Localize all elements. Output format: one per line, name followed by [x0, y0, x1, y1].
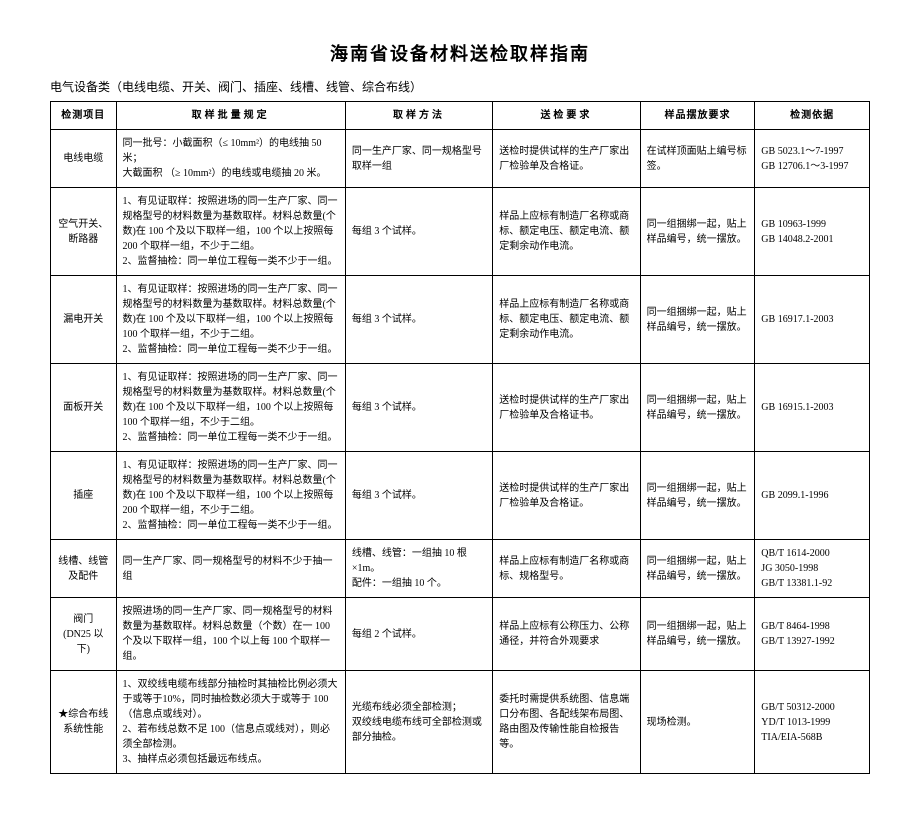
- cell-basis: GB/T 50312-2000 YD/T 1013-1999 TIA/EIA-5…: [755, 671, 870, 774]
- cell-batch: 按照进场的同一生产厂家、同一规格型号的材料数量为基数取样。材料总数量（个数）在一…: [116, 598, 345, 671]
- cell-req: 委托时需提供系统图、信息端口分布图、各配线架布局图、路由图及传输性能自检报告等。: [493, 671, 640, 774]
- cell-item: ★综合布线 系统性能: [51, 671, 117, 774]
- table-row: 面板开关1、有见证取样：按照进场的同一生产厂家、同一规格型号的材料数量为基数取样…: [51, 364, 870, 452]
- cell-place: 现场检测。: [640, 671, 755, 774]
- table-row: ★综合布线 系统性能1、双绞线电缆布线部分抽检时其抽检比例必须大于或等于10%，…: [51, 671, 870, 774]
- page-subtitle: 电气设备类（电线电缆、开关、阀门、插座、线槽、线管、综合布线）: [50, 78, 870, 95]
- cell-req: 样品上应标有制造厂名称或商标、规格型号。: [493, 540, 640, 598]
- cell-place: 同一组捆绑一起，贴上样品编号，统一摆放。: [640, 452, 755, 540]
- cell-item: 漏电开关: [51, 276, 117, 364]
- header-place: 样品摆放要求: [640, 102, 755, 130]
- cell-batch: 1、双绞线电缆布线部分抽检时其抽检比例必须大于或等于10%，同时抽检数必须大于或…: [116, 671, 345, 774]
- cell-batch: 1、有见证取样：按照进场的同一生产厂家、同一规格型号的材料数量为基数取样。材料总…: [116, 276, 345, 364]
- cell-place: 同一组捆绑一起，贴上样品编号，统一摆放。: [640, 598, 755, 671]
- page-title: 海南省设备材料送检取样指南: [50, 40, 870, 66]
- cell-req: 样品上应标有制造厂名称或商标、额定电压、额定电流、额定剩余动作电流。: [493, 276, 640, 364]
- cell-req: 样品上应标有公称压力、公称通径，并符合外观要求: [493, 598, 640, 671]
- cell-basis: GB 5023.1～7-1997 GB 12706.1～3-1997: [755, 130, 870, 188]
- cell-basis: GB 16917.1-2003: [755, 276, 870, 364]
- inspection-table: 检测项目 取样批量规定 取样方法 送检要求 样品摆放要求 检测依据 电线电缆同一…: [50, 101, 870, 774]
- cell-basis: GB 2099.1-1996: [755, 452, 870, 540]
- header-item: 检测项目: [51, 102, 117, 130]
- table-row: 插座1、有见证取样：按照进场的同一生产厂家、同一规格型号的材料数量为基数取样。材…: [51, 452, 870, 540]
- cell-place: 同一组捆绑一起，贴上样品编号，统一摆放。: [640, 364, 755, 452]
- cell-batch: 同一生产厂家、同一规格型号的材料不少于抽一组: [116, 540, 345, 598]
- cell-method: 每组 3 个试样。: [345, 364, 492, 452]
- table-header-row: 检测项目 取样批量规定 取样方法 送检要求 样品摆放要求 检测依据: [51, 102, 870, 130]
- cell-place: 同一组捆绑一起，贴上样品编号，统一摆放。: [640, 188, 755, 276]
- cell-item: 插座: [51, 452, 117, 540]
- table-row: 阀门 (DN25 以下)按照进场的同一生产厂家、同一规格型号的材料数量为基数取样…: [51, 598, 870, 671]
- table-row: 线槽、线管 及配件同一生产厂家、同一规格型号的材料不少于抽一组线槽、线管：一组抽…: [51, 540, 870, 598]
- table-row: 漏电开关1、有见证取样：按照进场的同一生产厂家、同一规格型号的材料数量为基数取样…: [51, 276, 870, 364]
- cell-req: 送检时提供试样的生产厂家出厂检验单及合格证。: [493, 452, 640, 540]
- table-row: 空气开关、 断路器1、有见证取样：按照进场的同一生产厂家、同一规格型号的材料数量…: [51, 188, 870, 276]
- cell-item: 电线电缆: [51, 130, 117, 188]
- cell-item: 面板开关: [51, 364, 117, 452]
- cell-method: 同一生产厂家、同一规格型号取样一组: [345, 130, 492, 188]
- cell-batch: 1、有见证取样：按照进场的同一生产厂家、同一规格型号的材料数量为基数取样。材料总…: [116, 364, 345, 452]
- cell-basis: QB/T 1614-2000 JG 3050-1998 GB/T 13381.1…: [755, 540, 870, 598]
- cell-method: 每组 3 个试样。: [345, 188, 492, 276]
- header-req: 送检要求: [493, 102, 640, 130]
- cell-batch: 同一批号：小截面积（≤ 10mm²）的电线抽 50 米； 大截面积 （≥ 10m…: [116, 130, 345, 188]
- cell-place: 同一组捆绑一起，贴上样品编号，统一摆放。: [640, 540, 755, 598]
- cell-method: 每组 3 个试样。: [345, 276, 492, 364]
- header-basis: 检测依据: [755, 102, 870, 130]
- header-method: 取样方法: [345, 102, 492, 130]
- cell-batch: 1、有见证取样：按照进场的同一生产厂家、同一规格型号的材料数量为基数取样。材料总…: [116, 452, 345, 540]
- cell-place: 同一组捆绑一起，贴上样品编号，统一摆放。: [640, 276, 755, 364]
- cell-method: 每组 2 个试样。: [345, 598, 492, 671]
- cell-req: 送检时提供试样的生产厂家出厂检验单及合格证书。: [493, 364, 640, 452]
- cell-item: 线槽、线管 及配件: [51, 540, 117, 598]
- cell-item: 空气开关、 断路器: [51, 188, 117, 276]
- cell-place: 在试样顶面贴上编号标签。: [640, 130, 755, 188]
- cell-batch: 1、有见证取样：按照进场的同一生产厂家、同一规格型号的材料数量为基数取样。材料总…: [116, 188, 345, 276]
- cell-item: 阀门 (DN25 以下): [51, 598, 117, 671]
- cell-basis: GB 10963-1999 GB 14048.2-2001: [755, 188, 870, 276]
- cell-req: 送检时提供试样的生产厂家出厂检验单及合格证。: [493, 130, 640, 188]
- cell-method: 线槽、线管：一组抽 10 根×1m。 配件：一组抽 10 个。: [345, 540, 492, 598]
- cell-method: 每组 3 个试样。: [345, 452, 492, 540]
- cell-basis: GB 16915.1-2003: [755, 364, 870, 452]
- cell-basis: GB/T 8464-1998 GB/T 13927-1992: [755, 598, 870, 671]
- cell-method: 光缆布线必须全部检测； 双绞线电缆布线可全部检测或部分抽检。: [345, 671, 492, 774]
- table-row: 电线电缆同一批号：小截面积（≤ 10mm²）的电线抽 50 米； 大截面积 （≥…: [51, 130, 870, 188]
- header-batch: 取样批量规定: [116, 102, 345, 130]
- cell-req: 样品上应标有制造厂名称或商标、额定电压、额定电流、额定剩余动作电流。: [493, 188, 640, 276]
